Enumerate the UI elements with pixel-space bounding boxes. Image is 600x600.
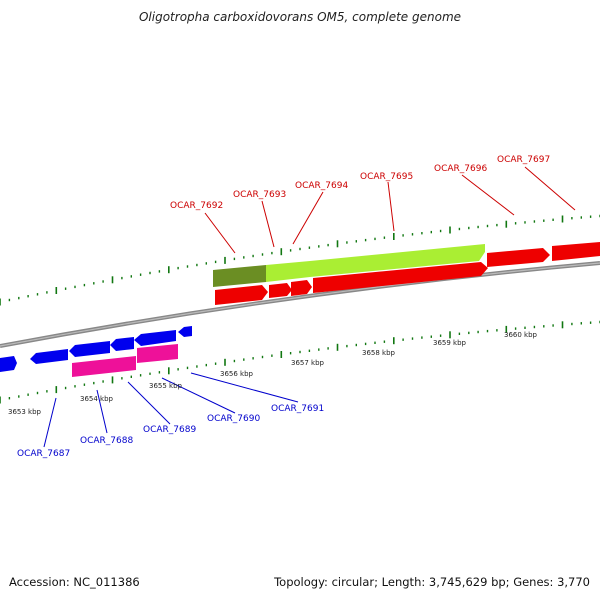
scale-label: 3660 kbp [504, 331, 538, 339]
lower-tick-track [0, 320, 600, 404]
topology-text: Topology: circular; Length: 3,745,629 bp… [274, 575, 590, 589]
forward-gene-labels: OCAR_7692 OCAR_7693 OCAR_7694 OCAR_7695 … [170, 155, 550, 211]
scale-label: 3654 kbp [80, 395, 114, 403]
reverse-feature-row-2 [72, 344, 178, 377]
scale-label: 3658 kbp [362, 349, 396, 357]
forward-cds-arrow [291, 280, 312, 296]
scale-label: 3656 kbp [220, 370, 254, 378]
leader-lines-reverse [43, 372, 299, 448]
forward-cds-arrow [552, 242, 600, 261]
upper-tick-track [0, 214, 600, 306]
pink-feature [137, 344, 178, 363]
reverse-feature-row-1 [0, 326, 192, 372]
map-title: Oligotropha carboxidovorans OM5, complet… [138, 10, 462, 24]
scale-label: 3655 kbp [149, 382, 183, 390]
scale-label: 3657 kbp [291, 359, 325, 367]
gene-label[interactable]: OCAR_7696 [434, 164, 487, 174]
reverse-cds-arrow [69, 341, 110, 357]
reverse-cds-arrow [178, 326, 192, 337]
reverse-cds-arrow [134, 330, 176, 346]
forward-feature-row-2 [215, 242, 600, 305]
gene-label[interactable]: OCAR_7688 [80, 436, 133, 446]
reverse-cds-arrow [110, 337, 134, 351]
accession-text: Accession: NC_011386 [9, 575, 140, 589]
forward-cds-arrow [487, 248, 550, 267]
green-feature-2 [310, 244, 485, 277]
gene-label[interactable]: OCAR_7695 [360, 172, 413, 182]
gene-label[interactable]: OCAR_7687 [17, 449, 70, 459]
forward-cds-arrow [215, 285, 268, 305]
dark-green-feature [213, 265, 266, 287]
scale-labels: 3653 kbp 3654 kbp 3655 kbp 3656 kbp 3657… [8, 331, 538, 416]
genome-backbone-highlight [0, 262, 600, 347]
gene-label[interactable]: OCAR_7694 [295, 181, 348, 191]
gene-label[interactable]: OCAR_7693 [233, 190, 286, 200]
reverse-cds-arrow [30, 349, 68, 364]
scale-label: 3659 kbp [433, 339, 467, 347]
forward-cds-arrow [269, 283, 292, 298]
forward-feature-row-1 [213, 244, 485, 287]
gene-label[interactable]: OCAR_7689 [143, 425, 196, 435]
green-feature-1 [266, 261, 310, 282]
gene-label[interactable]: OCAR_7697 [497, 155, 550, 165]
gene-label[interactable]: OCAR_7690 [207, 414, 260, 424]
leader-lines-forward [204, 166, 576, 254]
gene-label[interactable]: OCAR_7691 [271, 404, 324, 414]
reverse-gene-labels: OCAR_7687 OCAR_7688 OCAR_7689 OCAR_7690 … [17, 404, 324, 459]
scale-label: 3653 kbp [8, 408, 42, 416]
gene-label[interactable]: OCAR_7692 [170, 201, 223, 211]
reverse-cds-arrow [0, 356, 17, 372]
forward-cds-arrow [313, 262, 488, 293]
pink-feature [72, 356, 136, 377]
